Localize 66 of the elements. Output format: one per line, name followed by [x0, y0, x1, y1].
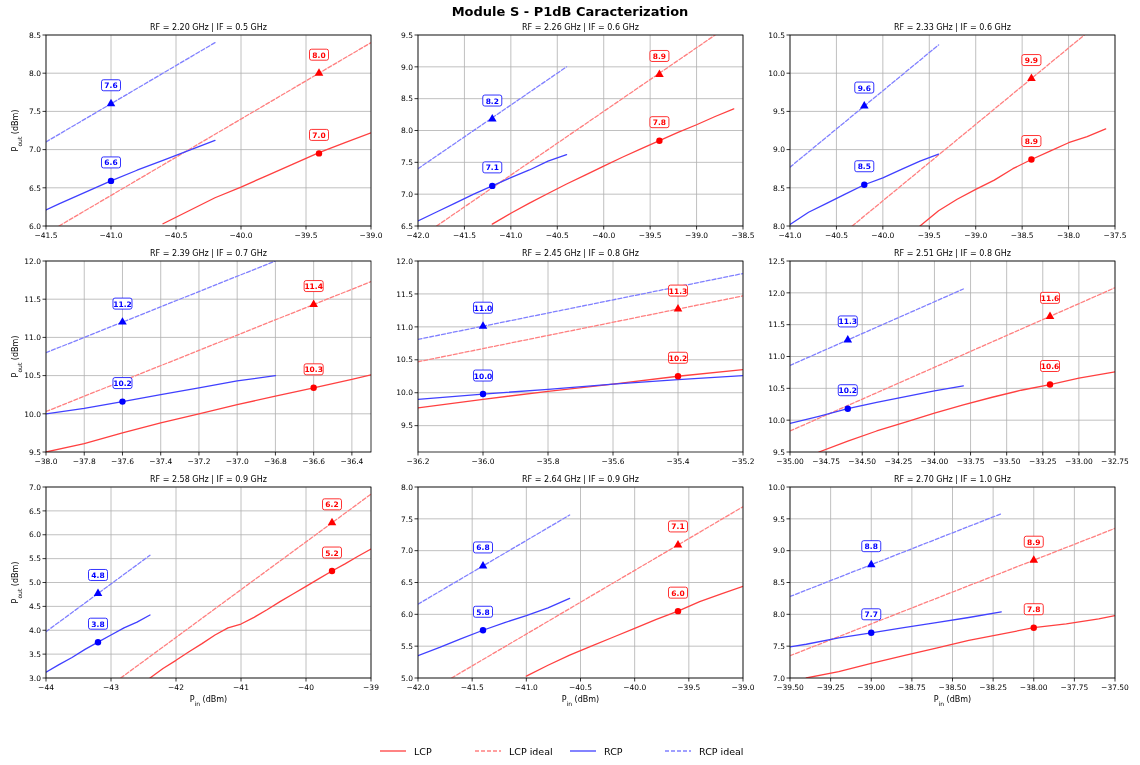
- point: [656, 137, 663, 144]
- line-series: [46, 139, 216, 211]
- point: [655, 69, 664, 77]
- point: [866, 559, 876, 568]
- chart-subtitle: RF = 2.26 GHz | IF = 0.6 GHz: [522, 23, 639, 32]
- line-series: [525, 585, 743, 677]
- point: [106, 98, 116, 107]
- point: [315, 150, 323, 157]
- point: [479, 627, 487, 634]
- point: [93, 588, 103, 596]
- point: [674, 607, 682, 615]
- point: [328, 567, 336, 575]
- chart-subtitle: RF = 2.58 GHz | IF = 0.9 GHz: [150, 475, 267, 484]
- chart-subtitle: RF = 2.33 GHz | IF = 0.6 GHz: [894, 23, 1011, 32]
- point: [327, 517, 337, 526]
- legend-label: LCP ideal: [509, 745, 553, 757]
- point: [314, 68, 324, 76]
- chart-subtitle: RF = 2.20 GHz | IF = 0.5 GHz: [150, 23, 267, 32]
- point: [310, 384, 317, 392]
- x-axis-title: P$_{in}$ (dBm): [933, 695, 972, 707]
- chart-subtitle: RF = 2.51 GHz | IF = 0.8 GHz: [894, 249, 1011, 258]
- line-series: [790, 611, 1002, 648]
- line-series: [818, 371, 1115, 452]
- point: [119, 398, 126, 405]
- point: [94, 638, 102, 646]
- point: [489, 182, 496, 190]
- line-series: [790, 385, 964, 424]
- point: [1046, 381, 1054, 388]
- point: [478, 321, 488, 329]
- point: [479, 390, 487, 398]
- line-series: [162, 132, 371, 225]
- point: [843, 334, 853, 343]
- x-axis-title: P$_{in}$ (dBm): [189, 695, 228, 707]
- line-series: [149, 548, 371, 678]
- point: [674, 373, 682, 380]
- point: [309, 299, 318, 308]
- line-series: [919, 128, 1107, 226]
- point: [844, 405, 851, 412]
- legend-label: RCP ideal: [699, 745, 744, 757]
- x-axis-title: P$_{in}$ (dBm): [561, 695, 600, 707]
- point: [1030, 624, 1037, 631]
- point: [868, 629, 875, 636]
- line-series: [418, 374, 743, 400]
- line-series: [46, 614, 151, 673]
- point: [673, 304, 683, 312]
- point: [1027, 73, 1036, 82]
- point: [1045, 311, 1055, 319]
- point: [861, 181, 868, 188]
- line-series: [418, 154, 568, 222]
- line-series: [46, 374, 277, 415]
- legend-label: RCP: [604, 745, 623, 757]
- point: [107, 177, 115, 185]
- chart-title: Module S - P1dB Caracterization: [451, 4, 689, 19]
- chart-subtitle: RF = 2.45 GHz | IF = 0.8 GHz: [522, 249, 639, 258]
- point: [118, 317, 127, 325]
- point: [859, 101, 869, 109]
- point: [487, 114, 497, 122]
- chart-subtitle: RF = 2.39 GHz | IF = 0.7 GHz: [150, 249, 267, 258]
- legend-label: LCP: [414, 745, 432, 757]
- line-series: [418, 597, 571, 657]
- chart-subtitle: RF = 2.64 GHz | IF = 0.9 GHz: [522, 475, 639, 484]
- line-series: [418, 369, 743, 409]
- chart-subtitle: RF = 2.70 GHz | IF = 1.0 GHz: [894, 475, 1011, 484]
- point: [1029, 555, 1039, 563]
- line-series: [790, 153, 940, 226]
- point: [1028, 156, 1035, 163]
